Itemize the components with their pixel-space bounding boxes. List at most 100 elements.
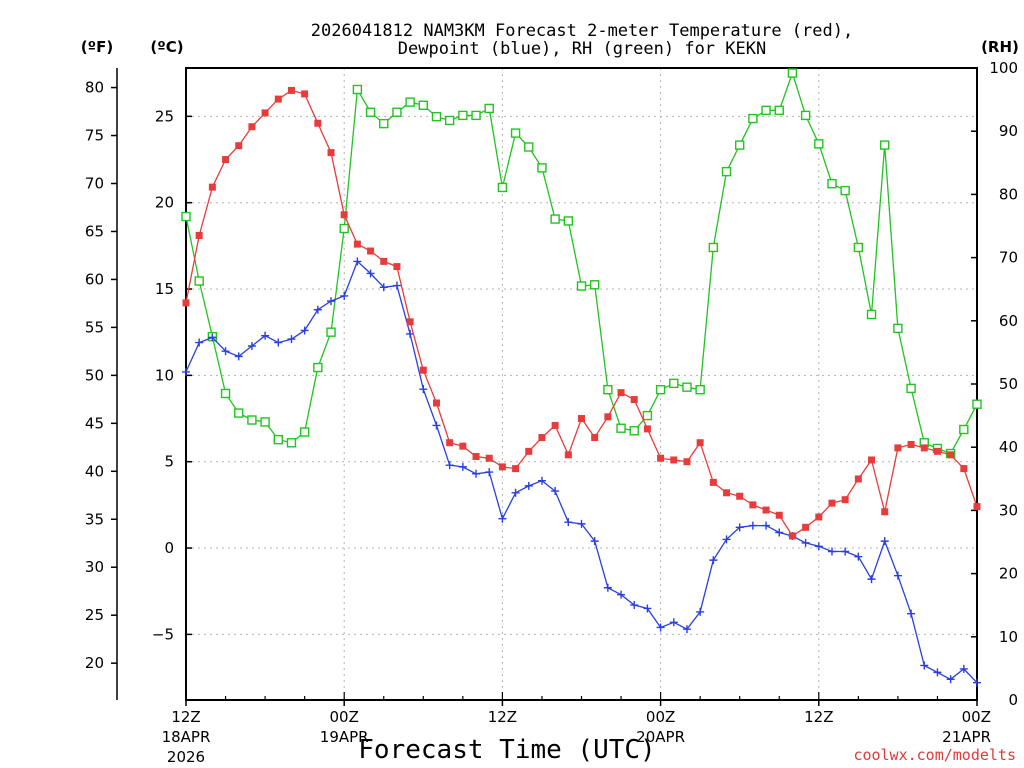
temperature-point [591,434,599,442]
rh-point [589,280,600,290]
rh-point [273,434,283,445]
dewpoint-point [327,297,336,306]
temperature-point [670,456,678,464]
rh-point [247,415,257,425]
rh-point [365,107,376,117]
dewpoint-point [498,514,507,523]
rh-point [181,211,191,222]
x-tick-label-date: 18APR [162,728,211,746]
dewpoint-point [735,523,744,532]
fahrenheit-unit-label: (ºF) [81,38,113,56]
dewpoint-point [287,335,296,344]
rh-tick-label: 70 [999,249,1018,267]
dewpoint-point [340,291,349,300]
rh-tick-label: 60 [999,312,1018,330]
rh-point [853,242,864,253]
rh-series [181,68,982,459]
temperature-point [340,211,348,219]
temperature-point [657,454,665,462]
temperature-point [973,503,981,511]
dewpoint-point [524,481,533,490]
temperature-point [854,475,862,483]
fahrenheit-tick-label: 45 [85,414,104,432]
dewpoint-point [775,528,784,537]
temperature-point [841,496,849,504]
rh-point [748,113,758,124]
fahrenheit-tick-label: 65 [85,222,104,240]
rh-point [682,382,692,392]
rh-line [185,71,978,455]
temperature-point [578,415,585,423]
temperature-point [775,511,783,519]
dewpoint-point [208,333,217,342]
dewpoint-point [722,535,731,544]
fahrenheit-tick-label: 75 [85,127,104,145]
temperature-point [723,489,731,497]
rh-point [603,384,613,395]
dewpoint-point [313,305,322,314]
rh-point [234,408,244,418]
credit-link[interactable]: coolwx.com/modelts [853,746,1016,764]
temperature-point [604,413,612,421]
dewpoint-point [537,476,546,485]
x-tick-label-date: 21APR [942,728,991,746]
temperature-point [208,183,216,191]
rh-point [431,111,442,122]
temperature-point [868,456,876,464]
dewpoint-point [880,537,889,546]
celsius-axis: −5 0 5 10 15 20 25 [152,107,192,643]
dewpoint-point [366,269,375,278]
temperature-point [235,142,243,150]
dewpoint-point [603,583,612,592]
rh-point [537,163,547,173]
rh-point [814,139,824,149]
rh-point [893,323,903,334]
rh-tick-label: 20 [999,565,1018,583]
rh-point [326,327,336,337]
temperature-point [881,508,889,516]
dewpoint-point [973,678,981,687]
temperature-point [551,421,559,429]
temperature-point [301,90,309,98]
temperature-point [393,263,401,271]
temperature-point [459,442,467,450]
temperature-point [419,366,427,374]
dewpoint-point [893,571,902,580]
rh-point [972,399,982,409]
x-tick-label-time: 12Z [171,708,200,726]
rh-point [418,100,428,110]
dewpoint-point [762,521,771,530]
rh-point [563,216,574,226]
temperature-point [617,389,625,397]
celsius-tick-label: 5 [164,453,174,471]
dewpoint-point [696,607,705,616]
temperature-point [788,532,796,540]
rh-point [471,110,481,121]
x-tick-label-date: 20APR [636,728,685,746]
chart-title-line2: Dewpoint (blue), RH (green) for KEKN [398,39,766,59]
dewpoint-point [907,609,916,618]
rh-point [379,118,389,129]
temperature-point [828,499,836,507]
rh-point [444,115,455,126]
fahrenheit-tick-label: 55 [85,318,104,336]
rh-point [392,107,402,117]
dewpoint-series [182,257,981,687]
rh-point [497,182,508,193]
temperature-point [933,447,941,455]
dewpoint-point [392,281,401,290]
dewpoint-point [195,338,204,347]
dewpoint-point [669,618,678,627]
temperature-point [327,149,335,157]
rh-point [550,214,560,224]
dewpoint-point [247,342,256,351]
temperature-point [630,396,638,404]
fahrenheit-tick-label: 40 [85,462,104,480]
temperature-point [446,439,454,447]
temperature-point [274,95,282,103]
rh-point [576,281,587,291]
rh-tick-label: 50 [999,375,1018,393]
fahrenheit-tick-label: 20 [85,654,104,672]
rh-point [669,378,679,389]
rh-point [880,140,890,150]
